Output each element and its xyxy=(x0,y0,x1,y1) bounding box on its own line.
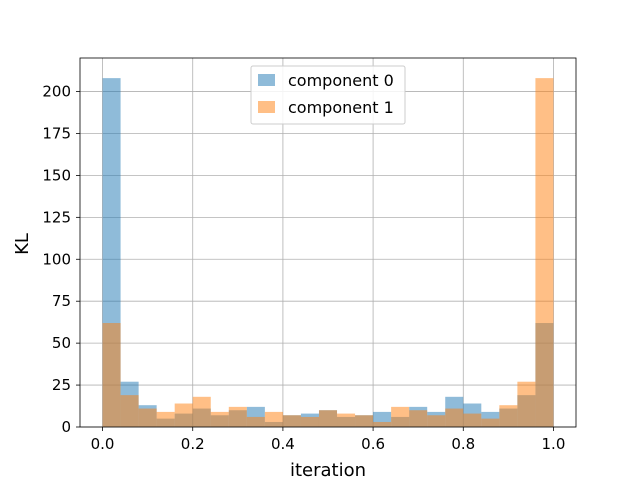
bar-series-1-bin-9 xyxy=(264,411,283,427)
y-tick-label-6: 150 xyxy=(42,166,71,184)
x-tick-label-5: 1.0 xyxy=(542,435,566,453)
x-axis-label: iteration xyxy=(290,460,366,480)
bar-series-1-bin-12 xyxy=(318,410,338,427)
y-tick-label-2: 50 xyxy=(52,334,71,352)
y-tick-label-5: 125 xyxy=(42,208,71,226)
x-tick-label-0: 0.0 xyxy=(91,435,115,453)
bar-series-1-bin-1 xyxy=(120,395,139,427)
bar-series-1-bin-19 xyxy=(445,408,464,427)
bar-series-1-bin-5 xyxy=(192,396,211,427)
bar-series-1-bin-13 xyxy=(337,413,356,427)
bar-series-1-bin-4 xyxy=(174,403,193,427)
bar-series-1-bin-7 xyxy=(228,406,247,427)
bar-series-1-bin-15 xyxy=(373,421,392,427)
x-tick-label-4: 0.8 xyxy=(451,435,475,453)
x-tick-label-3: 0.6 xyxy=(361,435,385,453)
y-tick-label-8: 200 xyxy=(42,83,71,101)
bar-series-1-bin-10 xyxy=(282,415,301,427)
y-tick-label-4: 100 xyxy=(42,250,71,268)
y-tick-label-7: 175 xyxy=(42,124,71,142)
bar-series-1-bin-18 xyxy=(427,415,446,427)
bar-series-1-bin-8 xyxy=(246,416,265,427)
bar-series-1-bin-11 xyxy=(300,416,319,427)
bar-series-1-bin-2 xyxy=(138,408,157,427)
legend-box xyxy=(250,65,406,125)
y-tick-label-1: 25 xyxy=(52,376,71,394)
bar-series-1-bin-6 xyxy=(210,411,229,427)
x-axis-ticks: 0.0 0.2 0.4 0.6 0.8 1.0 xyxy=(91,427,566,453)
bar-series-1-bin-24 xyxy=(535,78,554,428)
legend-swatch-component-0 xyxy=(258,74,275,86)
legend-swatch-component-1 xyxy=(258,101,275,113)
bar-series-1-bin-23 xyxy=(517,381,536,427)
bar-series-1-bin-17 xyxy=(409,410,428,427)
legend: component 0 component 1 xyxy=(250,65,406,125)
bar-series-1-bin-0 xyxy=(102,323,121,427)
bar-series-1-bin-16 xyxy=(391,406,410,427)
x-tick-label-1: 0.2 xyxy=(181,435,205,453)
bar-series-1-bin-20 xyxy=(463,413,482,427)
histogram-bars xyxy=(102,78,554,428)
legend-label-component-1: component 1 xyxy=(288,98,394,117)
bar-series-1-bin-3 xyxy=(156,411,175,427)
legend-label-component-0: component 0 xyxy=(288,71,394,90)
y-axis-ticks: 0 25 50 75 100 125 150 175 200 xyxy=(42,83,80,436)
bar-series-1-bin-21 xyxy=(481,418,500,427)
y-axis-label: KL xyxy=(12,233,33,255)
x-tick-label-2: 0.4 xyxy=(271,435,295,453)
bar-series-1-bin-14 xyxy=(355,415,374,427)
y-tick-label-3: 75 xyxy=(52,292,71,310)
plot-frame xyxy=(79,57,577,428)
bar-series-1-bin-22 xyxy=(499,405,518,427)
y-tick-label-0: 0 xyxy=(61,418,71,436)
